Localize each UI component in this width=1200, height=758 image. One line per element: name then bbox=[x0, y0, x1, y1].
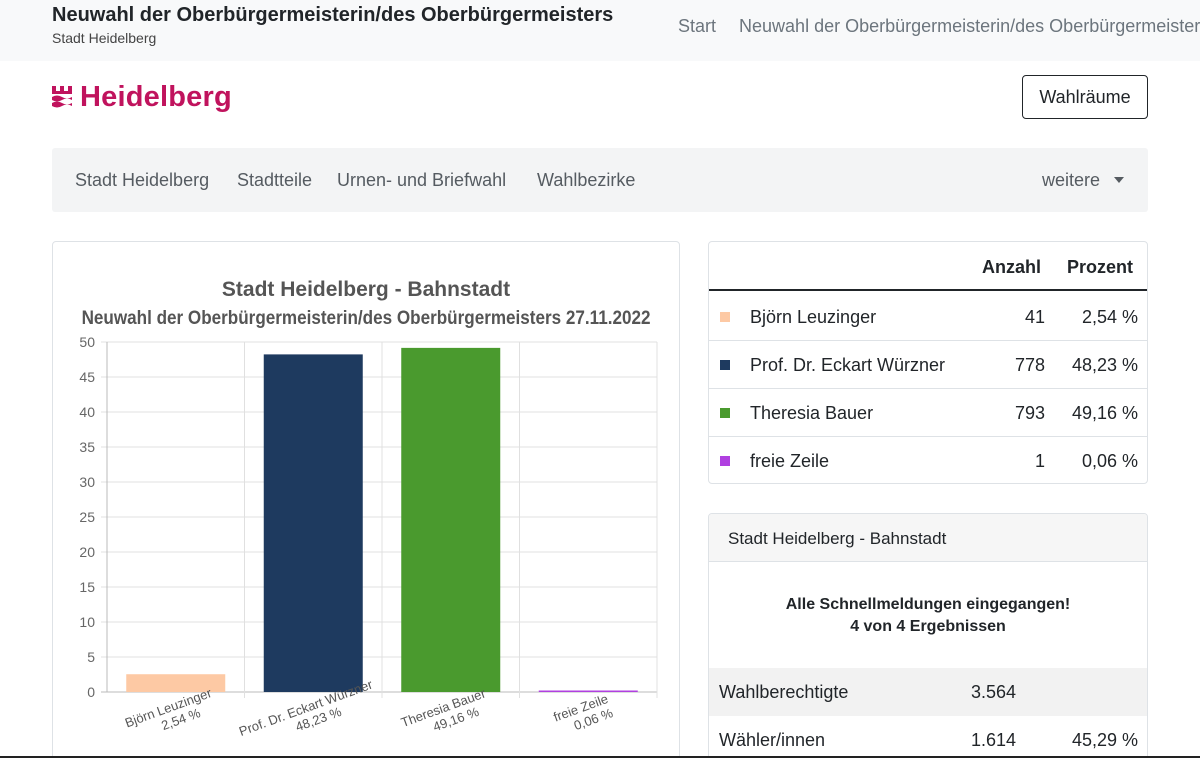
candidate-count: 41 bbox=[1024, 307, 1045, 327]
nav-item-stadtteile[interactable]: Stadtteile bbox=[237, 170, 313, 190]
heidelberg-logo-icon bbox=[52, 86, 72, 108]
logo-text: Heidelberg bbox=[80, 80, 232, 113]
stat-value: 1.614 bbox=[971, 730, 1017, 750]
caret-down-icon[interactable] bbox=[1114, 177, 1124, 183]
nav-more-dropdown[interactable]: weitere bbox=[1042, 170, 1101, 190]
stat-label: Wahlberechtigte bbox=[719, 682, 849, 702]
stat-percent: 45,29 % bbox=[1071, 730, 1138, 750]
results-table-header: Anzahl Prozent bbox=[709, 242, 1147, 291]
table-row: Björn Leuzinger 41 2,54 % bbox=[709, 293, 1147, 341]
candidate-percent: 0,06 % bbox=[1081, 451, 1138, 471]
breadcrumb: Start Neuwahl der Oberbürgermeisterin/de… bbox=[678, 16, 1200, 37]
candidate-name: Prof. Dr. Eckart Würzner bbox=[750, 355, 946, 375]
stat-row-waehler: Wähler/innen 1.614 45,29 % bbox=[709, 716, 1147, 758]
status-card-header: Stadt Heidelberg - Bahnstadt bbox=[709, 514, 1147, 562]
y-tick-label: 10 bbox=[79, 614, 95, 630]
y-tick-label: 5 bbox=[87, 649, 95, 665]
bar-2[interactable] bbox=[263, 354, 363, 692]
breadcrumb-election[interactable]: Neuwahl der Oberbürgermeisterin/des Ober… bbox=[739, 16, 1200, 36]
status-message-line1: Alle Schnellmeldungen eingegangen! bbox=[785, 596, 1071, 613]
candidate-name: Theresia Bauer bbox=[750, 403, 874, 423]
y-tick-label: 30 bbox=[79, 474, 95, 490]
nav-item-stadt-heidelberg[interactable]: Stadt Heidelberg bbox=[75, 170, 210, 190]
stat-row-wahlberechtigte: Wahlberechtigte 3.564 bbox=[709, 668, 1147, 716]
legend-swatch bbox=[720, 408, 730, 418]
chart-card: Stadt Heidelberg - Bahnstadt Neuwahl der… bbox=[52, 241, 680, 758]
bar-4[interactable] bbox=[538, 690, 638, 693]
status-card: Stadt Heidelberg - Bahnstadt Alle Schnel… bbox=[708, 513, 1148, 758]
table-row: freie Zeile 1 0,06 % bbox=[709, 437, 1147, 483]
bar-1[interactable] bbox=[126, 674, 226, 692]
candidate-percent: 48,23 % bbox=[1071, 355, 1138, 375]
nav-item-urnen-briefwahl[interactable]: Urnen- und Briefwahl bbox=[337, 170, 507, 190]
y-tick-label: 35 bbox=[79, 439, 95, 455]
header-anzahl: Anzahl bbox=[982, 257, 1042, 277]
candidate-name: Björn Leuzinger bbox=[750, 307, 877, 327]
status-message-line2: 4 von 4 Ergebnissen bbox=[850, 618, 1006, 635]
y-tick-label: 15 bbox=[79, 579, 95, 595]
y-tick-label: 45 bbox=[79, 369, 95, 385]
status-card-title: Stadt Heidelberg - Bahnstadt bbox=[728, 529, 947, 548]
candidate-percent: 49,16 % bbox=[1071, 403, 1138, 423]
bar-3[interactable] bbox=[401, 347, 501, 692]
nav-bar: Stadt Heidelberg Stadtteile Urnen- und B… bbox=[52, 148, 1148, 212]
y-tick-label: 50 bbox=[79, 334, 95, 350]
candidate-percent: 2,54 % bbox=[1081, 307, 1138, 327]
stat-value: 3.564 bbox=[971, 682, 1017, 702]
chart-subtitle: Neuwahl der Oberbürgermeisterin/des Ober… bbox=[82, 307, 651, 328]
chart-title: Stadt Heidelberg - Bahnstadt bbox=[222, 278, 510, 301]
header-prozent: Prozent bbox=[1067, 257, 1134, 277]
top-bar: Neuwahl der Oberbürgermeisterin/des Ober… bbox=[0, 0, 1200, 61]
stat-label: Wähler/innen bbox=[719, 730, 826, 750]
candidate-count: 778 bbox=[1014, 355, 1045, 375]
table-row: Theresia Bauer 793 49,16 % bbox=[709, 389, 1147, 437]
page-subtitle: Stadt Heidelberg bbox=[52, 30, 157, 46]
candidate-name: freie Zeile bbox=[750, 451, 830, 471]
page-title: Neuwahl der Oberbürgermeisterin/des Ober… bbox=[52, 4, 614, 26]
breadcrumb-start[interactable]: Start bbox=[678, 16, 717, 36]
legend-swatch bbox=[720, 456, 730, 466]
results-bar-chart: Stadt Heidelberg - Bahnstadt Neuwahl der… bbox=[79, 278, 658, 739]
bottom-divider bbox=[0, 756, 1200, 758]
table-row: Prof. Dr. Eckart Würzner 778 48,23 % bbox=[709, 341, 1147, 389]
y-tick-label: 0 bbox=[87, 684, 95, 700]
y-tick-label: 25 bbox=[79, 509, 95, 525]
nav-item-wahlbezirke[interactable]: Wahlbezirke bbox=[537, 170, 636, 190]
legend-swatch bbox=[720, 312, 730, 322]
candidate-count: 1 bbox=[1034, 451, 1045, 471]
heidelberg-logo[interactable]: Heidelberg bbox=[52, 80, 232, 114]
results-table: Anzahl Prozent Björn Leuzinger 41 2,54 %… bbox=[708, 241, 1148, 484]
y-tick-label: 20 bbox=[79, 544, 95, 560]
status-message: Alle Schnellmeldungen eingegangen! 4 von… bbox=[709, 594, 1147, 638]
y-tick-label: 40 bbox=[79, 404, 95, 420]
legend-swatch bbox=[720, 360, 730, 370]
candidate-count: 793 bbox=[1014, 403, 1045, 423]
wahlraeume-button[interactable]: Wahlräume bbox=[1022, 75, 1148, 119]
